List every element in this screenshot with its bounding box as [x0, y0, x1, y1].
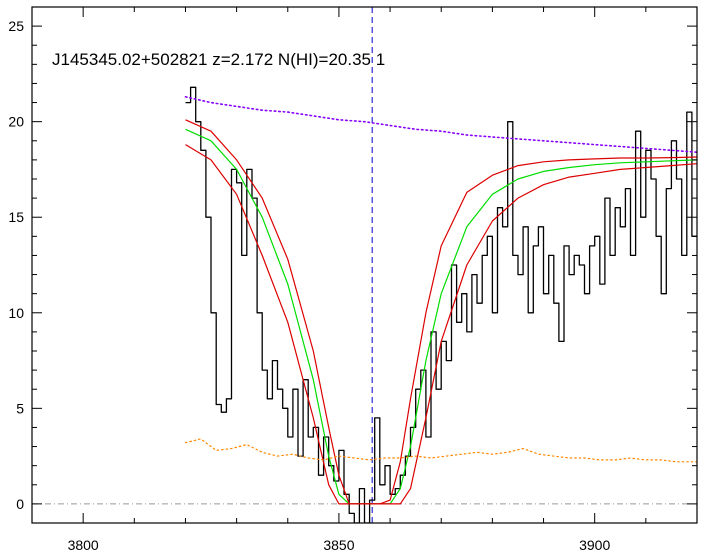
plot-frame: [31, 6, 698, 524]
y-tick-label: 20: [8, 114, 24, 130]
axes-frame: [31, 6, 698, 524]
model-upper-bound: [185, 119, 697, 505]
tick-labels: 3800 3850 3900 0 5 10 15 20 25: [8, 18, 610, 553]
chart-title: J145345.02+502821 z=2.172 N(HI)=20.35 1: [52, 50, 385, 69]
model-lower-bound: [185, 144, 697, 505]
x-tick-label: 3800: [68, 537, 99, 553]
flux-spectrum: [185, 86, 697, 523]
axis-ticks: [31, 7, 698, 523]
y-tick-label: 15: [8, 209, 24, 225]
y-tick-label: 5: [16, 400, 24, 416]
continuum: [184, 96, 697, 153]
y-tick-label: 0: [16, 496, 24, 512]
y-tick-label: 10: [8, 305, 24, 321]
x-tick-label: 3850: [323, 537, 354, 553]
error-spectrum: [184, 438, 697, 463]
x-tick-label: 3900: [579, 537, 610, 553]
series-layer: [32, 7, 697, 523]
model-fit: [185, 128, 697, 505]
y-tick-label: 25: [8, 18, 24, 34]
